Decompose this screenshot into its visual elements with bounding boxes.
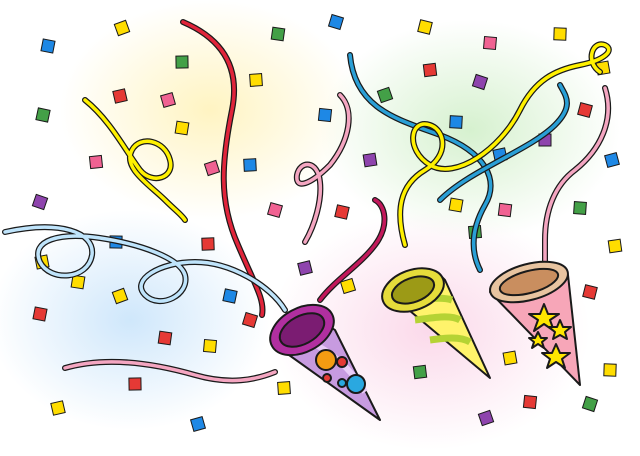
confetti-piece xyxy=(471,73,489,91)
confetti-piece xyxy=(203,159,221,177)
pink-loop-streamer xyxy=(293,92,352,245)
star-decoration-1 xyxy=(528,303,560,332)
confetti-piece xyxy=(497,202,513,218)
confetti-piece xyxy=(448,197,464,213)
party-poppers xyxy=(269,260,581,421)
streamers-layer xyxy=(2,19,612,384)
purple-popper-opening xyxy=(278,312,326,348)
star-decoration-2 xyxy=(548,319,572,340)
confetti-piece xyxy=(175,55,189,69)
star-decoration-4 xyxy=(528,331,548,349)
yellow-popper xyxy=(381,267,491,379)
confetti-piece xyxy=(270,26,286,42)
confetti-piece xyxy=(581,395,599,413)
confetti-piece xyxy=(577,102,593,118)
confetti-piece xyxy=(417,19,433,35)
confetti-piece xyxy=(297,260,313,276)
confetti-piece xyxy=(449,115,463,129)
confetti-piece xyxy=(189,415,207,433)
confetti-piece xyxy=(241,311,259,329)
confetti-piece xyxy=(582,284,598,300)
confetti-piece xyxy=(112,88,128,104)
confetti-piece xyxy=(422,62,438,78)
confetti-piece xyxy=(553,27,567,41)
confetti-piece xyxy=(222,288,238,304)
purple-popper xyxy=(269,303,381,421)
pink-popper xyxy=(489,260,581,386)
confetti-piece xyxy=(174,120,190,136)
confetti-piece xyxy=(482,35,498,51)
confetti-piece xyxy=(88,154,104,170)
confetti-piece xyxy=(157,330,173,346)
confetti-piece xyxy=(376,86,394,104)
confetti-piece xyxy=(317,107,333,123)
small-blue-dot xyxy=(337,378,347,388)
star-decoration-3 xyxy=(541,343,571,369)
confetti-piece xyxy=(31,193,49,211)
blue-streamer xyxy=(347,52,494,273)
yellow-popper-stripe-3 xyxy=(429,334,472,346)
confetti-piece xyxy=(334,204,350,220)
confetti-piece xyxy=(249,73,263,87)
confetti-piece xyxy=(603,363,617,377)
yellow-popper-stripe-2 xyxy=(414,313,462,324)
orange-dot xyxy=(315,349,337,371)
confetti-piece xyxy=(243,158,257,172)
pink-right-streamer xyxy=(542,85,612,273)
yellow-popper-opening xyxy=(390,275,436,305)
confetti-piece xyxy=(607,238,623,254)
confetti-piece xyxy=(113,19,131,37)
green-glow xyxy=(320,20,620,240)
confetti-piece xyxy=(522,394,538,410)
confetti-piece xyxy=(111,287,129,305)
yellow-left-streamer xyxy=(82,97,188,223)
blue-dot xyxy=(346,374,366,394)
magenta-streamer xyxy=(317,197,388,303)
confetti-piece xyxy=(32,306,48,322)
confetti-piece xyxy=(266,201,284,219)
confetti-piece xyxy=(50,400,66,416)
confetti-piece xyxy=(339,277,357,295)
confetti-piece xyxy=(327,13,345,31)
confetti-piece xyxy=(277,381,291,395)
confetti-piece xyxy=(362,152,378,168)
pink-bottom-streamer xyxy=(62,358,278,384)
confetti-piece xyxy=(604,152,620,168)
confetti-piece xyxy=(201,237,215,251)
confetti-piece xyxy=(128,377,142,391)
yellow-glow xyxy=(60,0,360,220)
blue-right-streamer xyxy=(437,82,570,203)
confetti-piece xyxy=(35,107,51,123)
confetti-piece xyxy=(412,364,428,380)
small-red-dot xyxy=(322,373,332,383)
yellow-curly-streamer xyxy=(397,41,612,248)
red-dot xyxy=(336,356,348,368)
confetti-piece xyxy=(70,274,86,290)
light-blue-streamer xyxy=(2,224,288,313)
confetti-piece xyxy=(159,91,177,109)
pink-popper-opening xyxy=(498,267,560,297)
confetti-piece xyxy=(40,38,56,54)
confetti-piece xyxy=(573,201,587,215)
confetti-piece xyxy=(477,409,495,427)
confetti-piece xyxy=(202,338,218,354)
confetti-piece xyxy=(502,350,518,366)
